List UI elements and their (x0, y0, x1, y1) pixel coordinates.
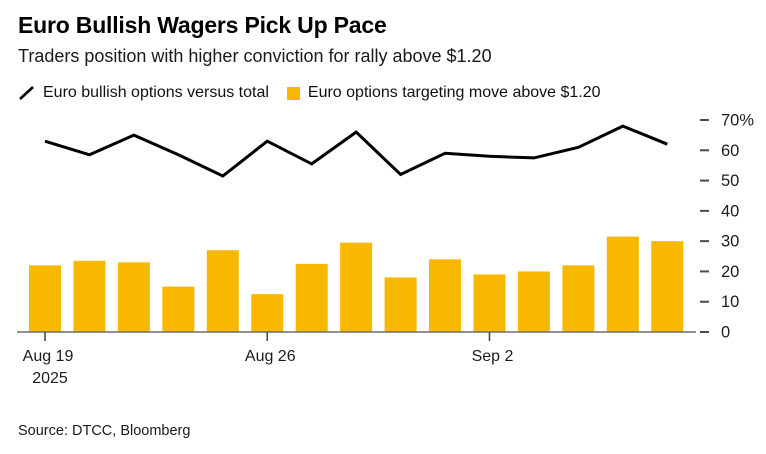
y-axis-label: 70% (721, 112, 754, 130)
x-axis-year-label: 2025 (32, 370, 68, 387)
bar-series-swatch-icon (286, 86, 300, 100)
y-axis-label: 20 (721, 263, 739, 281)
x-axis-label: Aug 26 (245, 348, 296, 365)
bar (651, 241, 684, 332)
bar (295, 263, 328, 332)
bar (384, 277, 417, 332)
chart-area: Aug 19 Aug 26 Sep 2 2025 0 10 20 30 40 50 60 70% (0, 104, 766, 404)
source-attribution: Source: DTCC, Bloomberg (18, 423, 191, 439)
bar (340, 242, 373, 332)
legend-label-line: Euro bullish options versus total (43, 84, 269, 101)
bar (429, 259, 462, 332)
page-title: Euro Bullish Wagers Pick Up Pace (18, 12, 387, 38)
bar (206, 250, 239, 332)
bar (162, 286, 195, 332)
chart-subtitle: Traders position with higher conviction … (18, 46, 492, 66)
bar (73, 260, 106, 332)
y-axis-label: 10 (721, 293, 739, 311)
y-axis-label: 0 (721, 324, 730, 342)
x-axis-label: Sep 2 (472, 348, 514, 365)
bar (473, 274, 506, 332)
legend-item-bar: Euro options targeting move above $1.20 (286, 84, 601, 102)
x-axis-label: Aug 19 (23, 348, 74, 365)
chart-canvas: Aug 19 Aug 26 Sep 2 2025 0 10 20 30 40 50 60 70% (17, 112, 754, 387)
line-series (44, 124, 668, 178)
bar (562, 265, 595, 332)
bar (29, 265, 61, 332)
legend-label-bar: Euro options targeting move above $1.20 (307, 84, 601, 101)
legend-item-line: Euro bullish options versus total (18, 84, 269, 102)
y-axis-label: 30 (721, 233, 739, 251)
y-axis-label: 40 (721, 202, 739, 220)
y-axis-label: 50 (721, 172, 739, 190)
bar (517, 271, 550, 332)
chart-legend: Euro bullish options versus total Euro o… (18, 84, 601, 102)
y-axis-label: 60 (721, 142, 739, 160)
bar (117, 262, 150, 332)
line-series-icon (19, 86, 34, 100)
bar (251, 294, 284, 332)
bar (606, 236, 639, 332)
